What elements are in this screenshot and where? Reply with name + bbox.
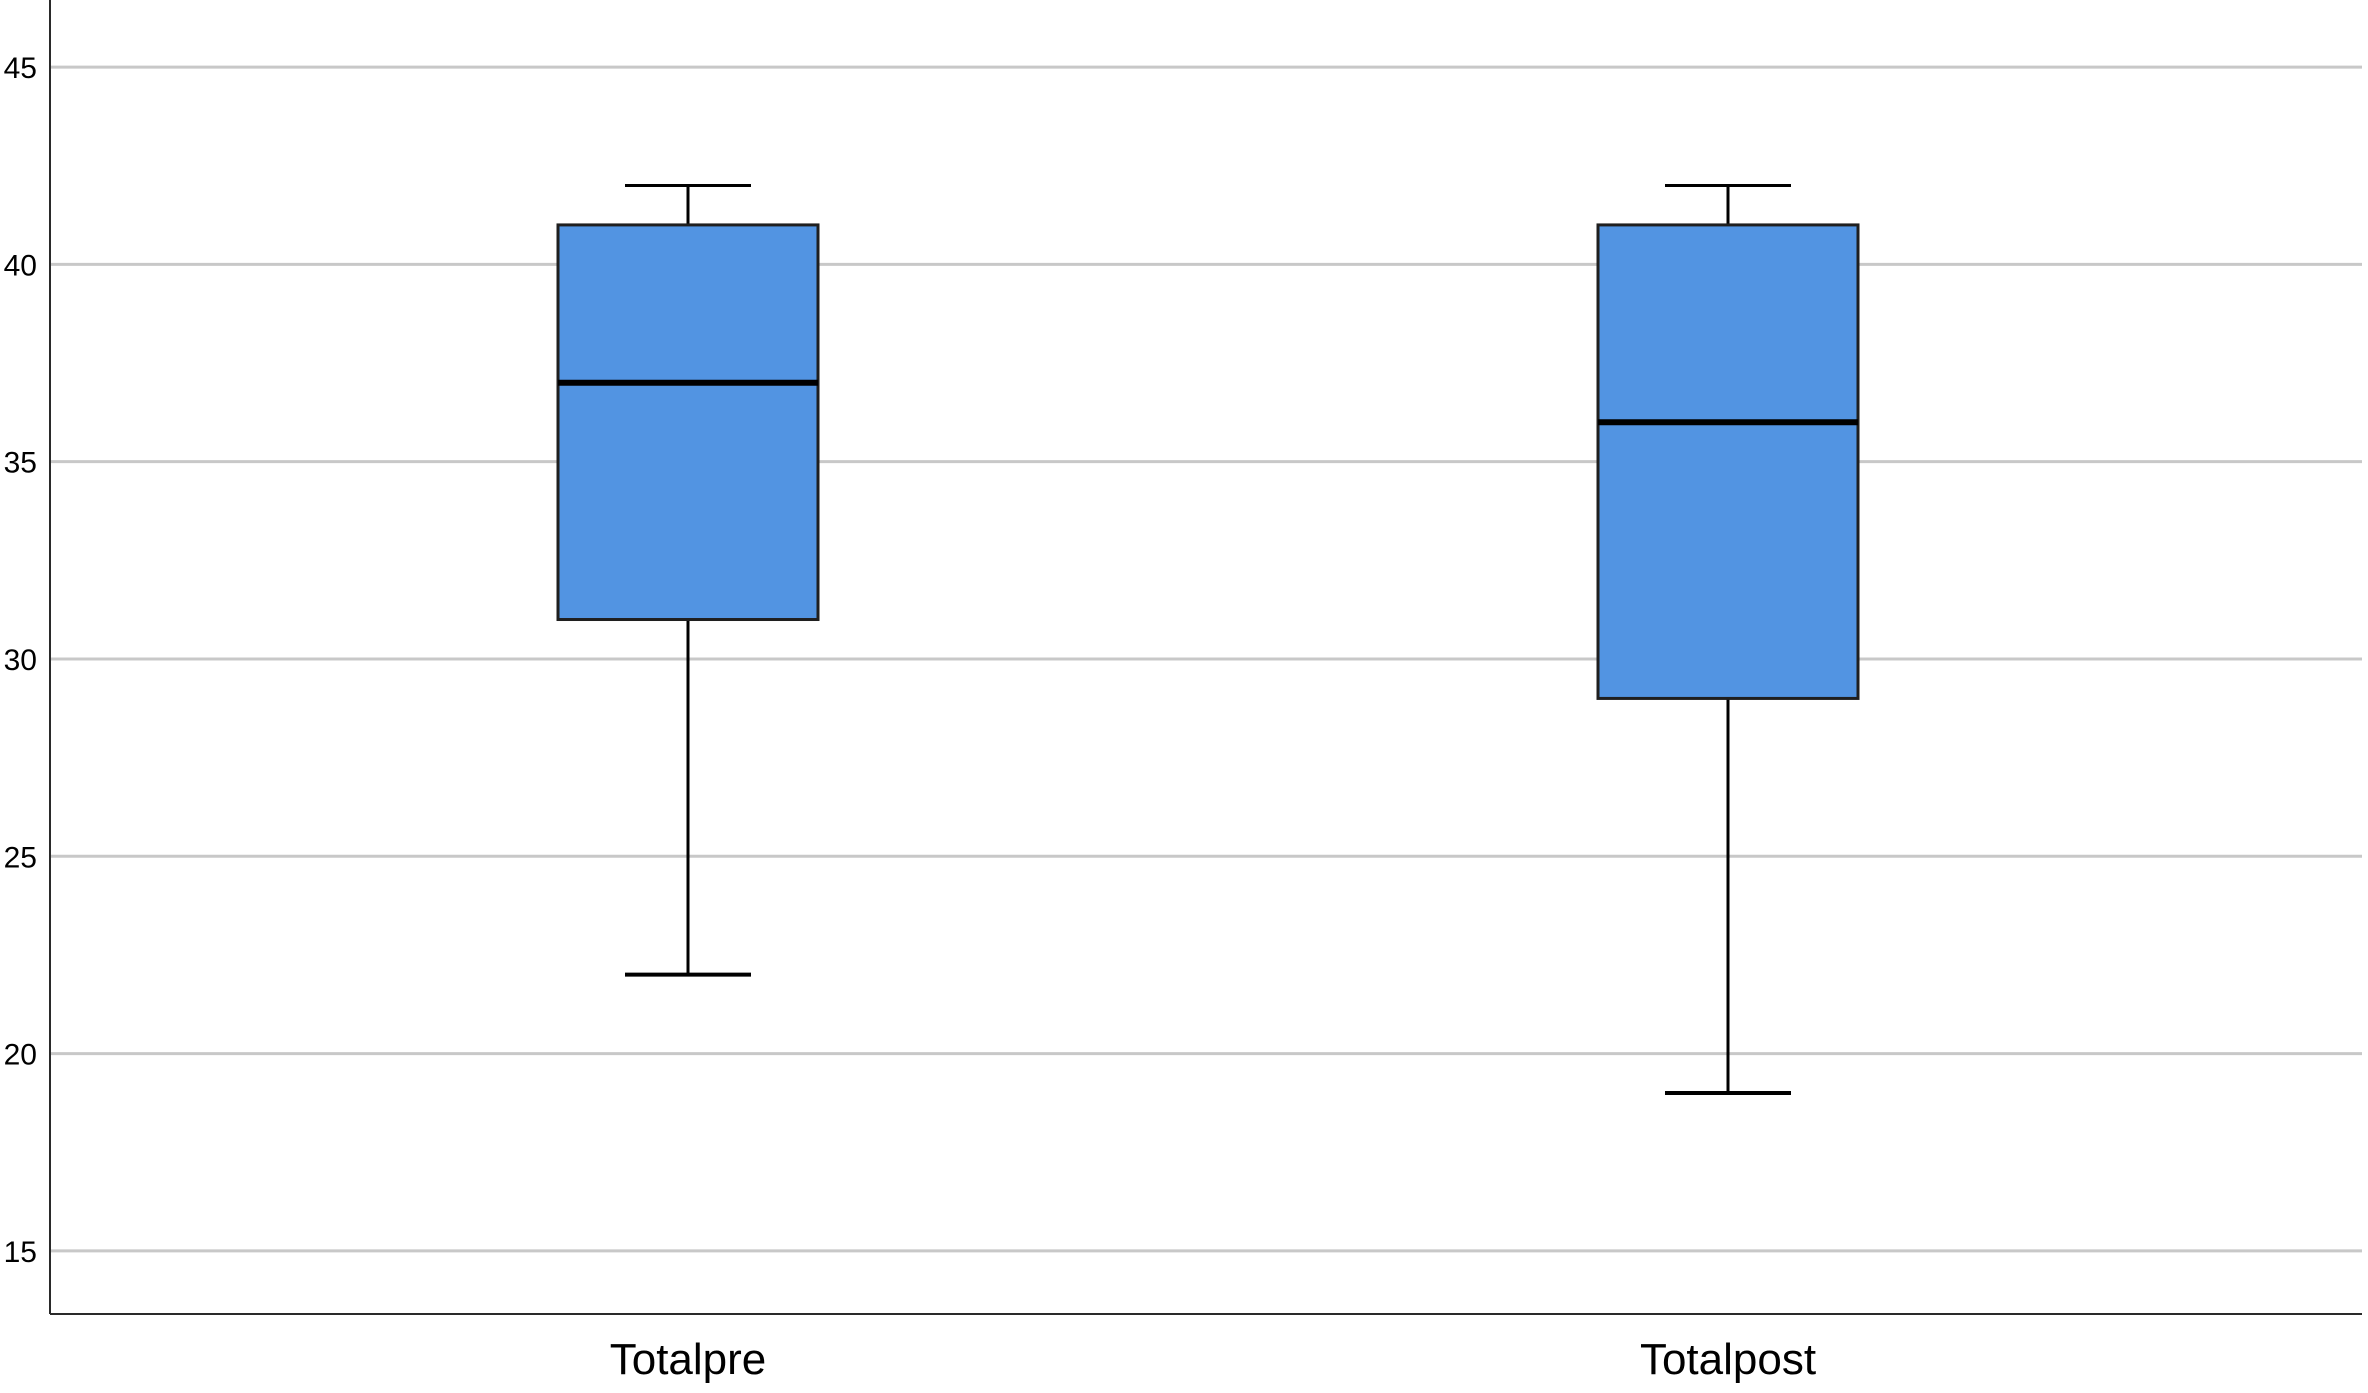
y-tick-label: 40 [4, 249, 37, 282]
box-totalpre [556, 183, 820, 977]
y-tick-label: 20 [4, 1039, 37, 1072]
y-tick-label: 30 [4, 644, 37, 677]
axes [49, 0, 2362, 1315]
x-tick-label: Totalpre [610, 1335, 767, 1384]
y-tick-label: 25 [4, 841, 37, 874]
y-tick-label: 35 [4, 447, 37, 480]
box-totalpost [1596, 183, 1860, 1096]
x-axis-tick-labels: Totalpre Totalpost [610, 1335, 1816, 1384]
y-tick-label: 45 [4, 52, 37, 85]
grid-lines [50, 65, 2362, 1253]
boxes [556, 183, 1860, 1096]
y-tick-label: 15 [4, 1236, 37, 1269]
x-tick-label: Totalpost [1640, 1335, 1816, 1384]
iqr-box [1596, 223, 1860, 700]
iqr-box [556, 223, 820, 622]
y-axis-tick-labels: 15 20 25 30 35 40 45 [4, 52, 37, 1269]
